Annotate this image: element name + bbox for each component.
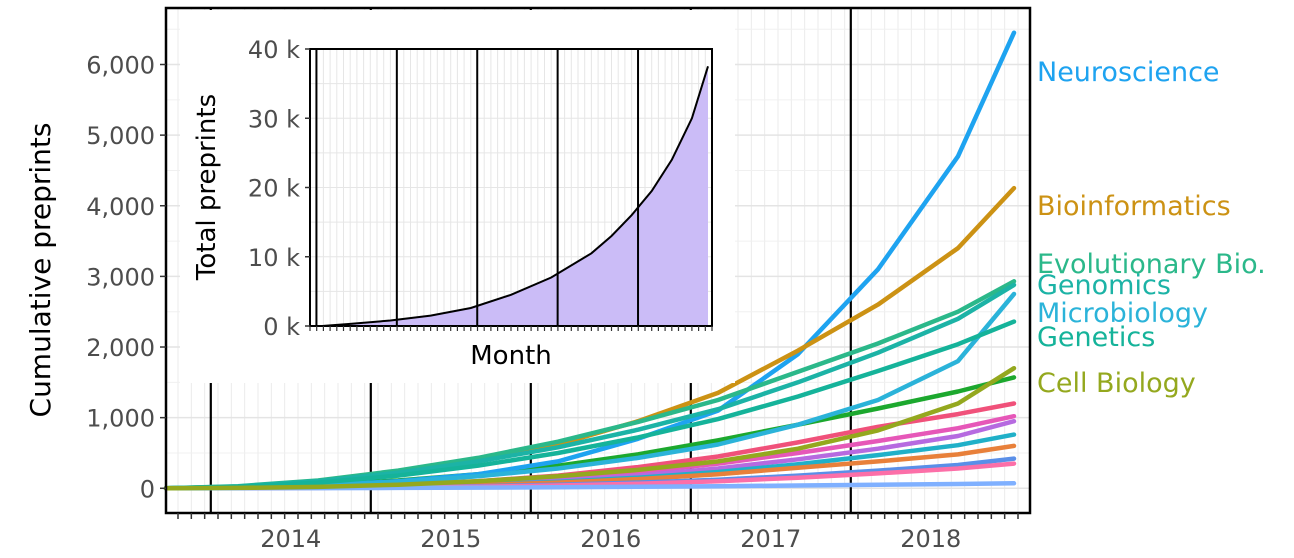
y-tick-label: 5,000: [86, 122, 155, 150]
inset-x-ticks: [309, 326, 713, 331]
y-axis-title: Cumulative preprints: [24, 123, 57, 418]
y-tick-label: 4,000: [86, 193, 155, 221]
series-line-genetics: [163, 319, 1017, 491]
inset-y-tick-label: 10 k: [248, 244, 300, 272]
inset-y-tick-label: 0 k: [263, 313, 300, 341]
series-label-genetics: Genetics: [1037, 322, 1155, 353]
inset-x-axis-title: Month: [470, 341, 552, 371]
inset-year-lines: [315, 49, 640, 326]
inset-y-tick-label: 30 k: [248, 105, 300, 133]
y-tick-label: 6,000: [86, 52, 155, 80]
x-tick-label: 2015: [420, 525, 481, 553]
main-plot-border: [164, 6, 1032, 515]
series-label-cell-biology: Cell Biology: [1037, 368, 1196, 399]
y-tick-label: 3,000: [86, 263, 155, 291]
y-tick-label: 0: [140, 475, 155, 503]
inset-y-tick-label: 40 k: [248, 36, 300, 64]
series-label-bioinformatics: Bioinformatics: [1037, 191, 1231, 222]
inset-panel: 0 k 10 k 20 k 30 k 40 k Total preprints Mont…: [180, 10, 735, 383]
series-line-cell-biology: [163, 365, 1017, 491]
series-label-genomics: Genomics: [1037, 270, 1171, 301]
series-labels: Neuroscience Bioinformatics Evolutionary B…: [1037, 57, 1266, 399]
inset-y-ticks: 0 k 10 k 20 k 30 k 40 k: [248, 36, 310, 341]
y-axis-ticks: 0 1,000 2,000 3,000 4,000 5,000 6,000: [86, 52, 166, 503]
x-tick-label: 2014: [260, 525, 321, 553]
x-axis-ticks: 2014 2015 2016 2017 2018: [177, 513, 1019, 553]
inset-y-tick-label: 20 k: [248, 175, 300, 203]
x-tick-label: 2016: [580, 525, 641, 553]
series-label-evolutionary-bio: Evolutionary Bio.: [1037, 249, 1266, 280]
series-lines: [163, 30, 1017, 491]
x-tick-label: 2018: [900, 525, 961, 553]
y-tick-label: 1,000: [86, 405, 155, 433]
x-tick-label: 2017: [740, 525, 801, 553]
y-tick-label: 2,000: [86, 334, 155, 362]
series-label-neuroscience: Neuroscience: [1037, 57, 1220, 88]
inset-area-fill: [322, 66, 708, 327]
series-label-microbiology: Microbiology: [1037, 298, 1208, 329]
inset-y-axis-title: Total preprints: [192, 94, 222, 281]
